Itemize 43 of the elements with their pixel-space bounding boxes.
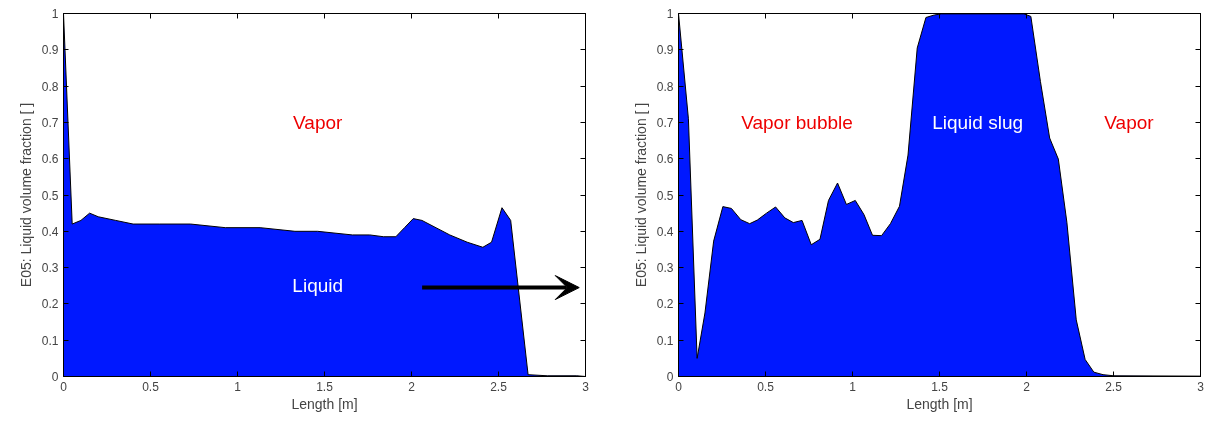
y-tick-label: 0.1 <box>41 333 59 348</box>
y-tick-label: 0.7 <box>41 115 59 130</box>
x-tick-label: 0.5 <box>142 379 160 394</box>
y-tick-label: 0.8 <box>656 79 674 94</box>
x-tick-label: 3 <box>582 379 590 394</box>
y-tick-label: 0.9 <box>41 43 59 58</box>
x-tick-label: 2 <box>408 379 416 394</box>
y-tick-label: 0.6 <box>41 152 59 167</box>
x-axis-title: Length [m] <box>291 395 358 412</box>
y-tick-label: 0.7 <box>656 115 674 130</box>
annotation: Vapor <box>293 111 344 133</box>
annotation: Vapor bubble <box>741 111 853 133</box>
x-tick-label: 2.5 <box>1105 379 1123 394</box>
x-tick-label: 2.5 <box>490 379 508 394</box>
y-tick-label: 0 <box>666 370 674 384</box>
y-tick-label: 0.1 <box>656 333 674 348</box>
x-tick-label: 1 <box>234 379 242 394</box>
x-axis-title: Length [m] <box>906 395 973 412</box>
y-tick-label: 1 <box>666 7 674 21</box>
y-tick-label: 0.5 <box>656 188 674 203</box>
y-tick-label: 0.3 <box>656 261 674 276</box>
y-tick-label: 0.9 <box>656 43 674 58</box>
annotation: Liquid slug <box>932 111 1024 133</box>
y-tick-label: 0.8 <box>41 79 59 94</box>
y-tick-label: 0.5 <box>41 188 59 203</box>
x-tick-label: 2 <box>1023 379 1031 394</box>
y-axis-title: E05: Liquid volume fraction [ ] <box>17 102 34 288</box>
x-tick-label: 1 <box>849 379 857 394</box>
y-tick-label: 0 <box>51 370 59 384</box>
y-tick-label: 0.6 <box>656 152 674 167</box>
annotation: Vapor <box>1104 111 1155 133</box>
x-tick-label: 1.5 <box>316 379 334 394</box>
annotation: Liquid <box>292 275 344 297</box>
y-tick-label: 0.3 <box>41 261 59 276</box>
y-tick-label: 0.2 <box>41 297 59 312</box>
y-tick-label: 0.2 <box>656 297 674 312</box>
x-tick-label: 1.5 <box>931 379 949 394</box>
x-tick-label: 0.5 <box>757 379 775 394</box>
y-axis-title: E05: Liquid volume fraction [ ] <box>632 102 649 288</box>
x-tick-label: 3 <box>1197 379 1205 394</box>
y-tick-label: 0.4 <box>41 224 59 239</box>
y-tick-label: 0.4 <box>656 224 674 239</box>
y-tick-label: 1 <box>51 7 59 21</box>
